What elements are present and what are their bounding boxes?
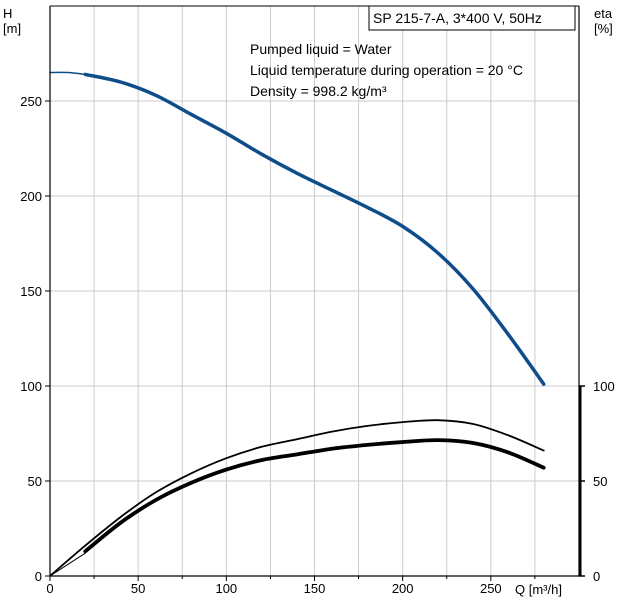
annotation-liquid: Pumped liquid = Water xyxy=(250,41,392,57)
x-tick-label: 200 xyxy=(392,581,414,596)
series-line-0 xyxy=(83,72,546,386)
x-tick-label: 150 xyxy=(304,581,326,596)
title-box xyxy=(368,5,576,31)
y-left-tick-label: 150 xyxy=(20,284,42,299)
series-line-2 xyxy=(49,419,545,577)
y-left-tick-label: 200 xyxy=(20,189,42,204)
y-right-tick-label: 0 xyxy=(593,569,600,584)
x-tick-label: 100 xyxy=(215,581,237,596)
y-left-label-2: [m] xyxy=(3,21,21,36)
axes xyxy=(45,5,585,581)
x-tick-label: 50 xyxy=(131,581,145,596)
y-left-label-1: H xyxy=(3,6,12,21)
annotation-density: Density = 998.2 kg/m³ xyxy=(250,83,387,99)
y-right-label-2: [%] xyxy=(594,21,613,36)
annotation-temperature: Liquid temperature during operation = 20… xyxy=(250,62,523,78)
series-line-1 xyxy=(49,71,87,76)
chart-title: SP 215-7-A, 3*400 V, 50Hz xyxy=(373,10,542,26)
y-left-tick-label: 100 xyxy=(20,379,42,394)
series-line-3 xyxy=(83,438,546,554)
series-line-4 xyxy=(49,552,86,577)
x-axis-label: Q [m³/h] xyxy=(515,582,562,597)
x-tick-label: 250 xyxy=(480,581,502,596)
y-right-label-1: eta xyxy=(594,6,613,21)
y-left-tick-label: 50 xyxy=(28,474,42,489)
y-right-tick-label: 100 xyxy=(593,379,615,394)
y-right-tick-label: 50 xyxy=(593,474,607,489)
tick-labels: 0 50 100 150 200 250 0 50 100 150 200 250 0 50 100 xyxy=(20,94,614,596)
x-tick-label: 0 xyxy=(46,581,53,596)
y-left-tick-label: 250 xyxy=(20,94,42,109)
plot-series xyxy=(49,71,546,577)
y-left-tick-label: 0 xyxy=(35,569,42,584)
